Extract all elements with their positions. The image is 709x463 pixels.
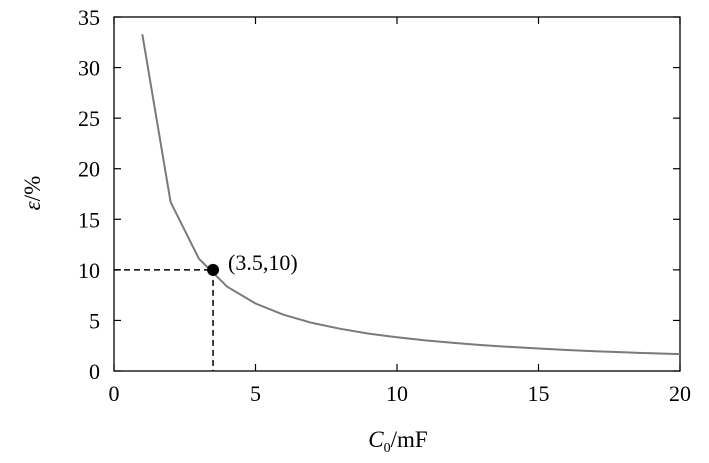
x-axis-unit: /mF — [391, 427, 428, 452]
x-tick-label: 15 — [528, 381, 550, 406]
annotation: (3.5,10) — [114, 250, 298, 371]
plot-frame — [113, 16, 681, 372]
annotation-marker — [207, 263, 220, 276]
y-tick-label: 25 — [78, 106, 100, 131]
y-tick-label: 35 — [78, 5, 100, 30]
y-tick-label: 15 — [78, 207, 100, 232]
series — [141, 34, 681, 356]
y-tick-label: 30 — [78, 56, 100, 81]
y-tick-label: 5 — [89, 308, 100, 333]
x-tick-label: 5 — [250, 381, 261, 406]
y-axis-unit: /% — [20, 176, 45, 202]
x-tick-label: 10 — [386, 381, 408, 406]
y-axis-var: ε — [20, 200, 45, 210]
y-tick-label: 20 — [78, 157, 100, 182]
x-axis-var: C — [368, 427, 384, 452]
y-axis-title: ε/% — [20, 176, 45, 211]
x-tick-label: 20 — [669, 381, 691, 406]
y-tick-label: 10 — [78, 258, 100, 283]
ticks: 0 5 10 15 20 0 5 10 15 20 25 30 35 — [78, 5, 691, 406]
series-line — [141, 34, 681, 356]
x-axis-title: C0/mF — [368, 427, 427, 456]
x-tick-label: 0 — [109, 381, 120, 406]
y-tick-label: 0 — [89, 359, 100, 384]
axes — [113, 16, 681, 372]
x-axis-subscript: 0 — [384, 441, 391, 456]
annotation-label: (3.5,10) — [228, 250, 298, 275]
